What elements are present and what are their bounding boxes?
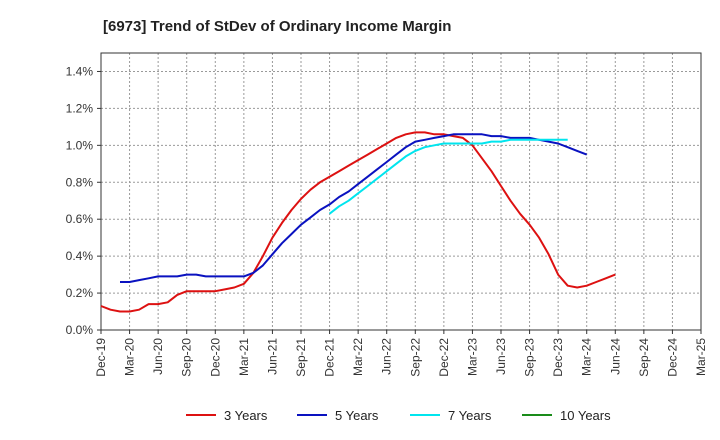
y-tick-label: 0.0%: [66, 323, 94, 337]
x-tick-label: Jun-21: [265, 338, 279, 375]
y-tick-label: 0.6%: [66, 212, 94, 226]
grid: [101, 53, 701, 330]
x-tick-label: Mar-22: [351, 338, 365, 376]
y-tick-label: 1.2%: [66, 101, 94, 115]
x-tick-label: Mar-23: [465, 338, 479, 376]
x-axis-ticks: Dec-19 Mar-20 Jun-20 Sep-20 Dec-20 Mar-21 Jun-…: [94, 330, 708, 377]
x-tick-label: Dec-20: [208, 338, 222, 377]
x-tick-label: Mar-21: [237, 338, 251, 376]
x-tick-label: Sep-20: [180, 338, 194, 377]
series-lines: [100, 131, 616, 313]
x-tick-label: Mar-25: [694, 338, 708, 376]
y-tick-label: 0.8%: [66, 175, 94, 189]
y-tick-label: 1.0%: [66, 138, 94, 152]
x-tick-label: Sep-22: [408, 338, 422, 377]
legend-label: 7 Years: [448, 408, 492, 423]
series-line-2: [120, 133, 588, 283]
x-tick-label: Sep-24: [637, 338, 651, 377]
x-tick-label: Jun-22: [380, 338, 394, 375]
x-tick-label: Dec-22: [437, 338, 451, 377]
x-tick-label: Dec-23: [551, 338, 565, 377]
x-tick-label: Jun-20: [151, 338, 165, 375]
series-line-1: [100, 131, 616, 313]
x-tick-label: Dec-24: [665, 338, 679, 377]
legend-label: 5 Years: [335, 408, 379, 423]
x-tick-label: Sep-21: [294, 338, 308, 377]
x-tick-label: Mar-20: [123, 338, 137, 376]
legend-label: 10 Years: [560, 408, 611, 423]
y-tick-label: 0.4%: [66, 249, 94, 263]
x-tick-label: Dec-19: [94, 338, 108, 377]
x-tick-label: Jun-23: [494, 338, 508, 375]
y-tick-label: 1.4%: [66, 64, 94, 78]
x-tick-label: Sep-23: [523, 338, 537, 377]
y-axis-ticks: 0.0% 0.2% 0.4% 0.6% 0.8% 1.0% 1.2% 1.4%: [66, 64, 101, 337]
legend: 3 Years 5 Years 7 Years 10 Years: [186, 408, 611, 423]
x-tick-label: Mar-24: [580, 338, 594, 376]
plot-area: [100, 52, 702, 331]
x-tick-label: Dec-21: [323, 338, 337, 377]
legend-label: 3 Years: [224, 408, 268, 423]
chart-title: [6973] Trend of StDev of Ordinary Income…: [103, 18, 451, 35]
y-tick-label: 0.2%: [66, 286, 94, 300]
x-tick-label: Jun-24: [608, 338, 622, 375]
series-line-3: [328, 138, 568, 215]
